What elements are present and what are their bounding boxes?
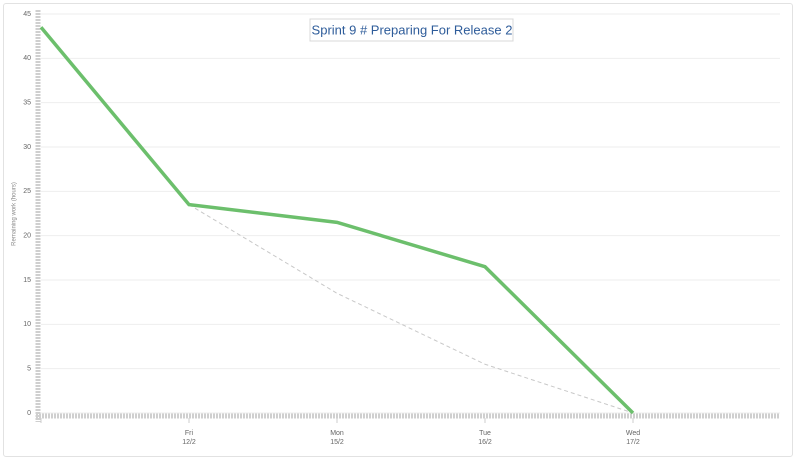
y-tick-label: 30 [23, 144, 31, 151]
x-tick-label: Mon [330, 430, 344, 437]
x-tick-label: Fri [185, 430, 194, 437]
x-tick-label: 15/2 [330, 439, 344, 446]
chart-frame [3, 3, 793, 457]
y-tick-label: 35 [23, 100, 31, 107]
y-tick-label: 40 [23, 55, 31, 62]
y-tick-label: 15 [23, 277, 31, 284]
x-tick-label: Wed [626, 430, 640, 437]
y-tick-label: 20 [23, 233, 31, 240]
chart-title: Sprint 9 # Preparing For Release 2 [312, 22, 513, 37]
y-tick-label: 5 [27, 366, 31, 373]
y-tick-label: 25 [23, 188, 31, 195]
remaining-line [39, 26, 635, 415]
y-axis-label: Remaining work (hours) [12, 182, 18, 246]
y-tick-label: 45 [23, 11, 31, 18]
y-tick-label: 10 [23, 321, 31, 328]
x-tick-label: Tue [479, 430, 491, 437]
y-tick-label: 0 [27, 410, 31, 417]
x-tick-label: 16/2 [478, 439, 492, 446]
x-tick-label: 17/2 [626, 439, 640, 446]
ideal-line [188, 204, 634, 414]
x-tick-label: 12/2 [182, 439, 196, 446]
title-box [309, 18, 514, 42]
